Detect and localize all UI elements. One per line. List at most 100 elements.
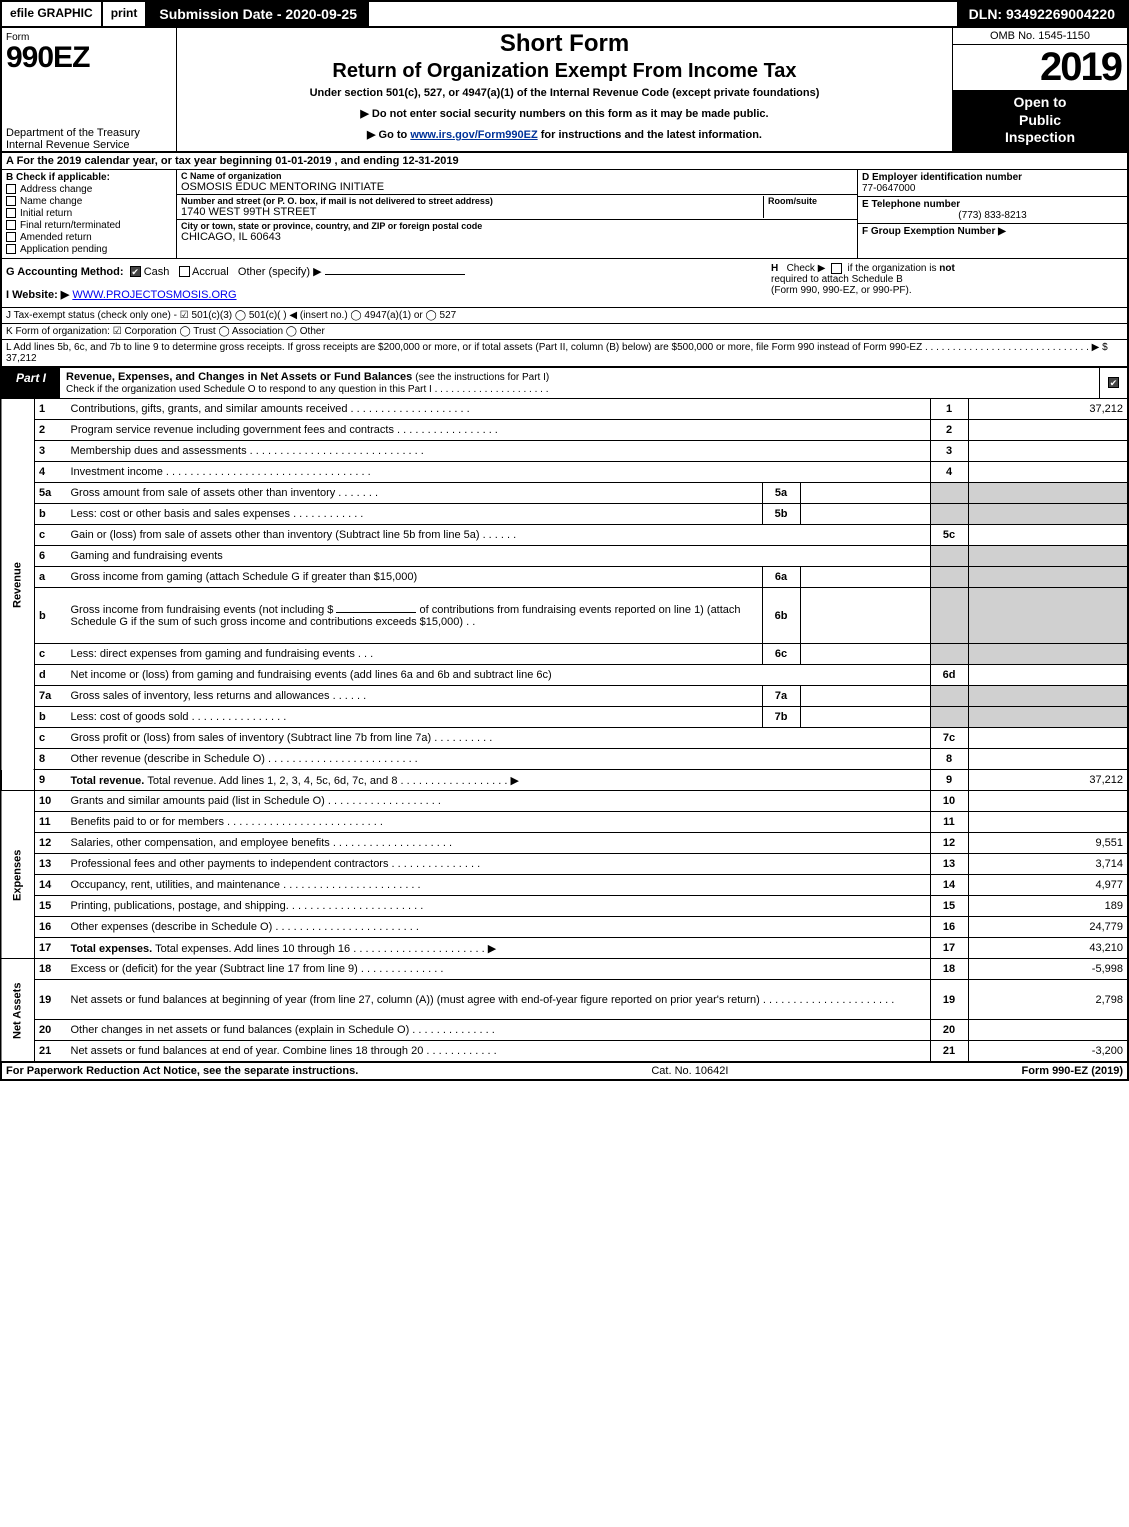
line-num: d (35, 665, 67, 686)
line-desc: Gross profit or (loss) from sales of inv… (67, 728, 931, 749)
line-6c: cLess: direct expenses from gaming and f… (1, 644, 1128, 665)
other-label: Other (specify) ▶ (238, 266, 322, 278)
line-amount: 37,212 (968, 770, 1128, 791)
chk-label: Initial return (20, 208, 72, 219)
org-address: 1740 WEST 99TH STREET (181, 206, 763, 218)
mini-line-no: 6c (762, 644, 800, 665)
netassets-side-label: Net Assets (1, 959, 35, 1062)
return-title: Return of Organization Exempt From Incom… (183, 60, 946, 83)
line-desc: Less: cost of goods sold . . . . . . . .… (67, 707, 763, 728)
l6b-d1: Gross income from fundraising events (no… (71, 604, 337, 616)
section-c: C Name of organization OSMOSIS EDUC MENT… (177, 170, 857, 258)
omb-number: OMB No. 1545-1150 (953, 28, 1127, 45)
line-amount (968, 546, 1128, 567)
line-no-box: 10 (930, 791, 968, 812)
irs-link[interactable]: www.irs.gov/Form990EZ (410, 129, 537, 141)
line-amount (968, 707, 1128, 728)
arrow2-post: for instructions and the latest informat… (538, 129, 762, 141)
line-16: 16Other expenses (describe in Schedule O… (1, 917, 1128, 938)
line-desc: Professional fees and other payments to … (67, 854, 931, 875)
mini-line-no: 6b (762, 588, 800, 644)
chk-initial-return[interactable]: Initial return (6, 208, 172, 219)
line-desc: Benefits paid to or for members . . . . … (67, 812, 931, 833)
dept-treasury: Department of the Treasury (6, 127, 172, 139)
line-11: 11Benefits paid to or for members . . . … (1, 812, 1128, 833)
chk-final-return[interactable]: Final return/terminated (6, 220, 172, 231)
chk-cash[interactable] (130, 266, 141, 277)
ein-value: 77-0647000 (862, 183, 1123, 194)
efile-graphic-label[interactable]: efile GRAPHIC (2, 2, 103, 26)
line-num: 14 (35, 875, 67, 896)
line-13: 13Professional fees and other payments t… (1, 854, 1128, 875)
line-5c: cGain or (loss) from sale of assets othe… (1, 525, 1128, 546)
line-no-box: 12 (930, 833, 968, 854)
line-desc: Other changes in net assets or fund bala… (67, 1020, 931, 1041)
line-num: 5a (35, 483, 67, 504)
line-no-box: 16 (930, 917, 968, 938)
header-left: Form 990EZ Department of the Treasury In… (2, 28, 177, 151)
print-button[interactable]: print (103, 2, 148, 26)
org-city: CHICAGO, IL 60643 (181, 231, 482, 243)
line-no-box (930, 504, 968, 525)
line-no-box (930, 644, 968, 665)
chk-name-change[interactable]: Name change (6, 196, 172, 207)
other-specify-input[interactable] (325, 274, 465, 275)
part-i-schedule-o-check[interactable] (1099, 368, 1127, 398)
line-num: c (35, 525, 67, 546)
submission-date: Submission Date - 2020-09-25 (147, 2, 369, 26)
line-8: 8Other revenue (describe in Schedule O) … (1, 749, 1128, 770)
tel-label: E Telephone number (862, 199, 1123, 210)
line-amount: 2,798 (968, 980, 1128, 1020)
line-amount (968, 812, 1128, 833)
line-no-box (930, 686, 968, 707)
chk-accrual[interactable] (179, 266, 190, 277)
mini-line-val (800, 644, 930, 665)
line-15: 15Printing, publications, postage, and s… (1, 896, 1128, 917)
line-desc: Program service revenue including govern… (67, 420, 931, 441)
form-number: 990EZ (6, 41, 172, 75)
line-amount (968, 665, 1128, 686)
line-amount: 24,779 (968, 917, 1128, 938)
l9-text: Total revenue. Add lines 1, 2, 3, 4, 5c,… (147, 775, 519, 787)
line-desc: Gross amount from sale of assets other t… (67, 483, 763, 504)
footer-cat-no: Cat. No. 10642I (358, 1065, 1021, 1077)
room-label: Room/suite (768, 196, 853, 206)
line-no-box: 21 (930, 1041, 968, 1062)
expenses-side-label: Expenses (1, 791, 35, 959)
line-desc: Salaries, other compensation, and employ… (67, 833, 931, 854)
footer-right-form: 990-EZ (1052, 1065, 1088, 1077)
line-desc: Less: cost or other basis and sales expe… (67, 504, 763, 525)
line-num: 19 (35, 980, 67, 1020)
chk-amended-return[interactable]: Amended return (6, 232, 172, 243)
line-no-box: 4 (930, 462, 968, 483)
line-7a: 7aGross sales of inventory, less returns… (1, 686, 1128, 707)
line-no-box: 6d (930, 665, 968, 686)
line-desc: Grants and similar amounts paid (list in… (67, 791, 931, 812)
chk-application-pending[interactable]: Application pending (6, 244, 172, 255)
section-d-e-f: D Employer identification number 77-0647… (857, 170, 1127, 258)
l6b-blank[interactable] (336, 612, 416, 613)
line-desc: Occupancy, rent, utilities, and maintena… (67, 875, 931, 896)
chk-address-change[interactable]: Address change (6, 184, 172, 195)
line-desc: Net assets or fund balances at beginning… (67, 980, 931, 1020)
inspection-1: Open to (1014, 94, 1067, 110)
line-num: b (35, 707, 67, 728)
row-l-gross-receipts: L Add lines 5b, 6c, and 7b to line 9 to … (0, 340, 1129, 367)
chk-schedule-b[interactable] (831, 263, 842, 274)
line-desc: Other expenses (describe in Schedule O) … (67, 917, 931, 938)
line-desc: Printing, publications, postage, and shi… (67, 896, 931, 917)
part-i-title: Revenue, Expenses, and Changes in Net As… (60, 368, 1099, 398)
chk-label: Application pending (20, 244, 107, 255)
instructions-line: ▶ Go to www.irs.gov/Form990EZ for instru… (183, 128, 946, 141)
part-i-title-text: Revenue, Expenses, and Changes in Net As… (66, 371, 412, 383)
header-right: OMB No. 1545-1150 2019 Open to Public In… (952, 28, 1127, 151)
line-amount: 4,977 (968, 875, 1128, 896)
under-section: Under section 501(c), 527, or 4947(a)(1)… (183, 87, 946, 99)
public-inspection: Open to Public Inspection (953, 90, 1127, 151)
line-amount: 37,212 (968, 399, 1128, 420)
footer-left: For Paperwork Reduction Act Notice, see … (6, 1065, 358, 1077)
accrual-label: Accrual (192, 266, 229, 278)
part-i-check-line: Check if the organization used Schedule … (66, 384, 548, 395)
website-link[interactable]: WWW.PROJECTOSMOSIS.ORG (72, 289, 236, 301)
line-desc: Gaming and fundraising events (67, 546, 931, 567)
